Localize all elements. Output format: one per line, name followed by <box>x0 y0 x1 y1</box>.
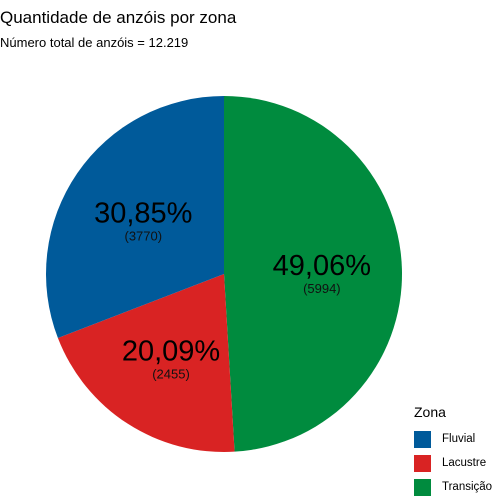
slice-percent-label-lacustre: 20,09% <box>122 335 220 367</box>
legend-label-fluvial: Fluvial <box>442 433 476 445</box>
legend-swatch-transicao <box>414 478 431 496</box>
legend-swatch-lacustre <box>414 454 431 472</box>
legend-swatch-fluvial <box>414 430 431 448</box>
slice-count-label-transicao: (5994) <box>303 281 341 296</box>
chart-subtitle: Número total de anzóis = 12.219 <box>0 35 189 50</box>
slice-count-label-fluvial: (3770) <box>124 229 162 244</box>
slice-percent-label-fluvial: 30,85% <box>94 198 192 230</box>
legend-label-lacustre: Lacustre <box>442 457 487 469</box>
legend-item-fluvial: Fluvial <box>414 428 492 450</box>
slice-count-label-lacustre: (2455) <box>152 366 190 381</box>
legend-label-transicao: Transição <box>442 481 493 493</box>
pie-slice-transicao <box>224 96 402 452</box>
legend-title: Zona <box>414 404 446 420</box>
slice-percent-label-transicao: 49,06% <box>273 250 371 282</box>
chart-title: Quantidade de anzóis por zona <box>0 8 237 27</box>
legend: Zona Fluvial Lacustre Transição <box>414 404 492 500</box>
pie-slice-lacustre <box>57 274 235 453</box>
legend-item-transicao: Transição <box>414 476 492 498</box>
legend-item-lacustre: Lacustre <box>414 452 492 474</box>
pie-slice-fluvial <box>45 96 224 339</box>
